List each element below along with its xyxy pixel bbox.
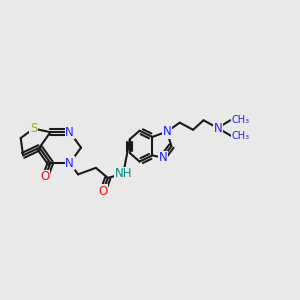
Text: N: N <box>65 157 74 169</box>
Text: N: N <box>213 122 222 134</box>
Text: CH₃: CH₃ <box>231 115 249 125</box>
Text: O: O <box>98 184 108 197</box>
Text: N: N <box>163 125 171 138</box>
Text: S: S <box>30 122 37 135</box>
Text: N: N <box>65 126 74 139</box>
Text: NH: NH <box>115 167 132 180</box>
Text: O: O <box>40 170 50 183</box>
Text: CH₃: CH₃ <box>232 131 250 141</box>
Text: N: N <box>158 151 167 164</box>
